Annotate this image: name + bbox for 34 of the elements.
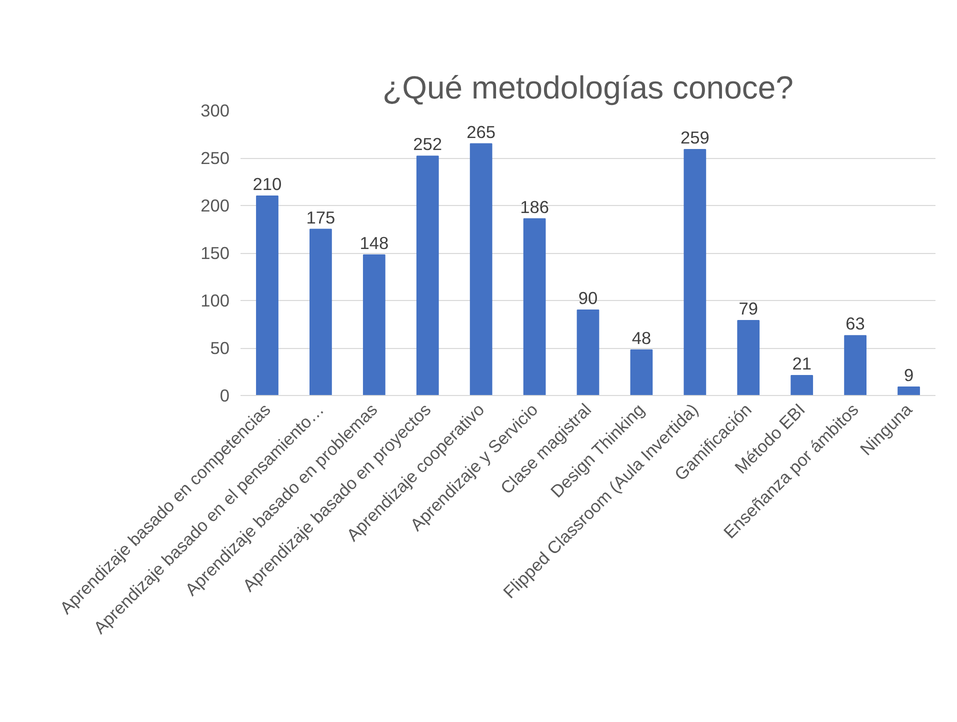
y-tick-label: 300 bbox=[200, 100, 230, 120]
y-tick-label: 200 bbox=[200, 196, 230, 216]
bar bbox=[684, 148, 706, 396]
chart-title: ¿Qué metodologías conoce? bbox=[382, 70, 794, 106]
y-tick-label: 150 bbox=[200, 243, 230, 263]
bar bbox=[362, 254, 386, 396]
data-label: 148 bbox=[360, 232, 389, 253]
data-label: 9 bbox=[904, 364, 914, 385]
bar bbox=[416, 156, 439, 396]
data-label: 90 bbox=[578, 288, 598, 308]
data-label: 186 bbox=[520, 196, 550, 217]
bar bbox=[310, 228, 332, 396]
bar bbox=[790, 375, 814, 396]
data-label: 175 bbox=[306, 207, 336, 228]
bar bbox=[523, 218, 546, 396]
data-label: 63 bbox=[846, 314, 865, 334]
y-tick-label: 0 bbox=[220, 386, 230, 406]
data-label: 252 bbox=[413, 134, 442, 154]
bar bbox=[256, 196, 278, 396]
y-tick-label: 50 bbox=[210, 338, 230, 358]
y-tick-label: 250 bbox=[200, 148, 230, 168]
bar bbox=[844, 335, 866, 396]
bar bbox=[737, 320, 760, 396]
bar bbox=[576, 310, 600, 396]
data-label: 48 bbox=[632, 328, 652, 348]
y-tick-label: 100 bbox=[200, 290, 230, 310]
bar bbox=[470, 143, 492, 396]
data-label: 210 bbox=[252, 174, 282, 194]
data-label: 79 bbox=[738, 298, 758, 318]
bar bbox=[630, 349, 653, 396]
data-label: 265 bbox=[466, 122, 496, 142]
data-label: 21 bbox=[792, 354, 812, 374]
data-label: 259 bbox=[680, 127, 710, 148]
bar bbox=[898, 386, 920, 396]
